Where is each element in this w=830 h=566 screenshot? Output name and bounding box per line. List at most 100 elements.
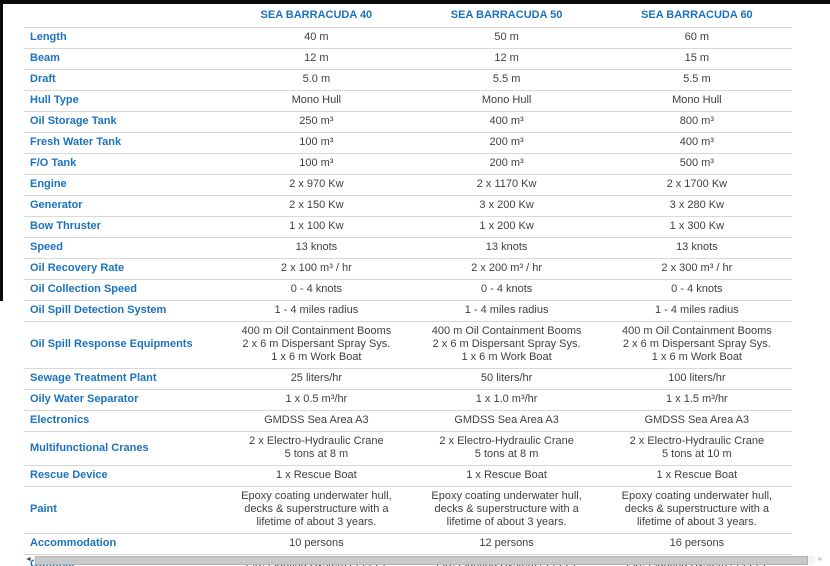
spec-table-body: Length 40 m 50 m 60 m Beam 12 m 12 m 15 m Draft 5… — [24, 27, 792, 566]
spec-value: 1 x Rescue Boat — [411, 465, 602, 487]
spec-value: 1 - 4 miles radius — [221, 300, 412, 322]
spec-value: 100 m³ — [221, 132, 412, 154]
spec-value: 1 x 1.5 m³/hr — [601, 389, 792, 411]
spec-value: 1 - 4 miles radius — [601, 300, 792, 322]
spec-value: 1 x 100 Kw — [221, 216, 412, 238]
spec-value: 1 x 200 Kw — [411, 216, 602, 238]
spec-value: 400 m³ — [601, 132, 792, 154]
spec-value: 100 m³ — [221, 153, 412, 175]
spec-value: Epoxy coating underwater hull, decks & s… — [601, 486, 792, 534]
spec-value: 200 m³ — [411, 132, 602, 154]
spec-value: 2 x 1700 Kw — [601, 174, 792, 196]
page-top-border — [0, 0, 830, 4]
scroll-right-arrow-icon[interactable]: ► — [817, 556, 824, 563]
row-label: Oil Recovery Rate — [24, 258, 222, 280]
spec-value: 2 x 300 m³ / hr — [601, 258, 792, 280]
spec-value: 60 m — [601, 27, 792, 49]
spec-value: 2 x Electro-Hydraulic Crane 5 tons at 8 … — [221, 431, 412, 466]
row-label: Oil Collection Speed — [24, 279, 222, 301]
spec-value: 13 knots — [411, 237, 602, 259]
table-row: Speed 13 knots 13 knots 13 knots — [24, 237, 792, 259]
table-row: Sewage Treatment Plant 25 liters/hr 50 lit… — [24, 368, 792, 390]
spec-value: 400 m Oil Containment Booms 2 x 6 m Disp… — [221, 321, 412, 369]
spec-value: 2 x 200 m³ / hr — [411, 258, 602, 280]
spec-value: 10 persons — [221, 533, 412, 555]
spec-value: 16 persons — [601, 533, 792, 555]
spec-value: Epoxy coating underwater hull, decks & s… — [411, 486, 602, 534]
spec-value: Mono Hull — [601, 90, 792, 112]
spec-value: 5.5 m — [411, 69, 602, 91]
row-label: Speed — [24, 237, 222, 259]
table-row: Oil Storage Tank 250 m³ 400 m³ 800 m³ — [24, 111, 792, 133]
spec-value: 3 x 280 Kw — [601, 195, 792, 217]
table-row: Oil Recovery Rate 2 x 100 m³ / hr 2 x 200 … — [24, 258, 792, 280]
spec-value: 0 - 4 knots — [221, 279, 412, 301]
table-row: Hull Type Mono Hull Mono Hull Mono Hull — [24, 90, 792, 112]
scroll-left-arrow-icon[interactable]: ◄ — [25, 556, 32, 563]
spec-value: 1 x 1.0 m³/hr — [411, 389, 602, 411]
scrollbar-thumb[interactable] — [35, 555, 808, 565]
table-row: Accommodation 10 persons 12 persons 16 pers… — [24, 533, 792, 555]
row-label: Rescue Device — [24, 465, 222, 487]
spec-value: 1 x Rescue Boat — [221, 465, 412, 487]
table-row: Oily Water Separator 1 x 0.5 m³/hr 1 x 1.0… — [24, 389, 792, 411]
spec-value: 2 x 150 Kw — [221, 195, 412, 217]
table-row: Oil Spill Detection System 1 - 4 miles ra… — [24, 300, 792, 322]
spec-value: 400 m Oil Containment Booms 2 x 6 m Disp… — [601, 321, 792, 369]
row-label: Oil Spill Response Equipments — [24, 321, 222, 369]
table-row: F/O Tank 100 m³ 200 m³ 500 m³ — [24, 153, 792, 175]
table-row: Paint Epoxy coating underwater hull, deck… — [24, 486, 792, 534]
spec-value: GMDSS Sea Area A3 — [601, 410, 792, 432]
row-label: Fresh Water Tank — [24, 132, 222, 154]
row-label: Bow Thruster — [24, 216, 222, 238]
spec-value: 200 m³ — [411, 153, 602, 175]
table-row: Engine 2 x 970 Kw 2 x 1170 Kw 2 x 1700 Kw — [24, 174, 792, 196]
horizontal-scrollbar[interactable]: ◄ ► — [24, 555, 825, 565]
table-row: Multifunctional Cranes 2 x Electro-Hydrau… — [24, 431, 792, 466]
scrollbar-track[interactable] — [34, 555, 815, 565]
spec-value: 15 m — [601, 48, 792, 70]
spec-value: 400 m³ — [411, 111, 602, 133]
spec-comparison-table: SEA BARRACUDA 40 SEA BARRACUDA 50 SEA BA… — [24, 4, 792, 566]
row-label: Oily Water Separator — [24, 389, 222, 411]
column-header-sea-barracuda-50: SEA BARRACUDA 50 — [411, 4, 602, 28]
row-label: Hull Type — [24, 90, 222, 112]
row-label: Electronics — [24, 410, 222, 432]
spec-value: GMDSS Sea Area A3 — [411, 410, 602, 432]
spec-value: 3 x 200 Kw — [411, 195, 602, 217]
row-label: F/O Tank — [24, 153, 222, 175]
table-row: Generator 2 x 150 Kw 3 x 200 Kw 3 x 280 Kw — [24, 195, 792, 217]
table-row: Electronics GMDSS Sea Area A3 GMDSS Sea Ar… — [24, 410, 792, 432]
row-label: Multifunctional Cranes — [24, 431, 222, 466]
row-label: Sewage Treatment Plant — [24, 368, 222, 390]
spec-value: Mono Hull — [221, 90, 412, 112]
spec-value: GMDSS Sea Area A3 — [221, 410, 412, 432]
row-label: Generator — [24, 195, 222, 217]
spec-value: 1 x 0.5 m³/hr — [221, 389, 412, 411]
table-row: Bow Thruster 1 x 100 Kw 1 x 200 Kw 1 x 300 … — [24, 216, 792, 238]
spec-value: 5.5 m — [601, 69, 792, 91]
table-row: Draft 5.0 m 5.5 m 5.5 m — [24, 69, 792, 91]
spec-value: 250 m³ — [221, 111, 412, 133]
spec-value: 50 liters/hr — [411, 368, 602, 390]
row-label: Beam — [24, 48, 222, 70]
spec-value: 400 m Oil Containment Booms 2 x 6 m Disp… — [411, 321, 602, 369]
row-label: Length — [24, 27, 222, 49]
spec-value: 2 x Electro-Hydraulic Crane 5 tons at 10… — [601, 431, 792, 466]
header-corner-cell — [24, 4, 222, 28]
column-header-sea-barracuda-40: SEA BARRACUDA 40 — [221, 4, 412, 28]
table-row: Beam 12 m 12 m 15 m — [24, 48, 792, 70]
spec-value: 1 x Rescue Boat — [601, 465, 792, 487]
spec-value: 12 m — [411, 48, 602, 70]
spec-value: 500 m³ — [601, 153, 792, 175]
table-row: Rescue Device 1 x Rescue Boat 1 x Rescue B… — [24, 465, 792, 487]
spec-value: 25 liters/hr — [221, 368, 412, 390]
spec-value: 40 m — [221, 27, 412, 49]
spec-value: 13 knots — [601, 237, 792, 259]
row-label: Draft — [24, 69, 222, 91]
spec-value: 1 - 4 miles radius — [411, 300, 602, 322]
column-header-sea-barracuda-60: SEA BARRACUDA 60 — [601, 4, 792, 28]
spec-value: 13 knots — [221, 237, 412, 259]
page-left-border — [0, 0, 3, 301]
